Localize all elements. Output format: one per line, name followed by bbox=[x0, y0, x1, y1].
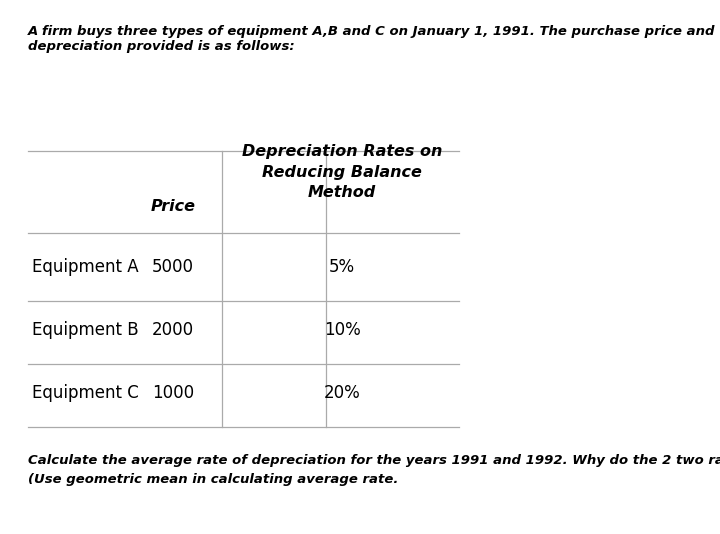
Text: 2000: 2000 bbox=[152, 321, 194, 339]
Text: 5000: 5000 bbox=[152, 258, 194, 276]
Text: Equipment B: Equipment B bbox=[32, 321, 139, 339]
Text: 1000: 1000 bbox=[152, 384, 194, 402]
Text: Equipment C: Equipment C bbox=[32, 384, 139, 402]
Text: 5%: 5% bbox=[329, 258, 355, 276]
Text: A firm buys three types of equipment A,B and C on January 1, 1991. The purchase : A firm buys three types of equipment A,B… bbox=[27, 25, 715, 53]
Text: Calculate the average rate of depreciation for the years 1991 and 1992. Why do t: Calculate the average rate of depreciati… bbox=[27, 453, 720, 485]
Text: Depreciation Rates on
Reducing Balance
Method: Depreciation Rates on Reducing Balance M… bbox=[242, 145, 442, 200]
Text: Price: Price bbox=[150, 199, 196, 214]
Text: 10%: 10% bbox=[324, 321, 361, 339]
Text: 20%: 20% bbox=[324, 384, 361, 402]
Text: Equipment A: Equipment A bbox=[32, 258, 139, 276]
